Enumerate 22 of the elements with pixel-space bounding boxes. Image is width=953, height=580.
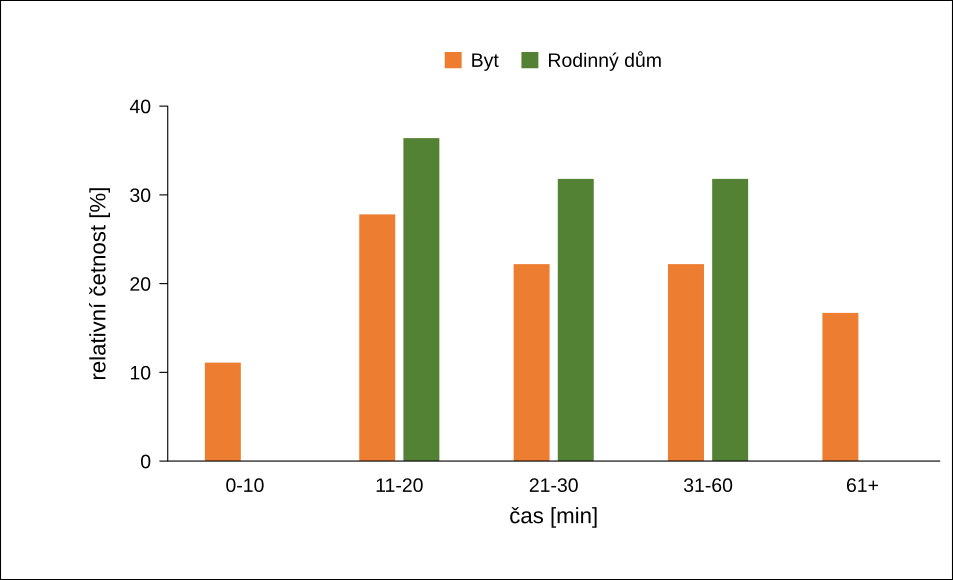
x-tick-label: 21-30 bbox=[530, 478, 578, 492]
bar bbox=[359, 214, 396, 462]
bar bbox=[712, 178, 748, 462]
bar bbox=[558, 178, 594, 462]
x-tick-label: 0-10 bbox=[226, 478, 264, 492]
y-axis-title: relativní četnost [%] bbox=[89, 188, 110, 380]
y-tick-label: 20 bbox=[130, 277, 150, 291]
x-tick-label: 31-60 bbox=[684, 478, 732, 492]
bar bbox=[403, 138, 440, 462]
x-tick-label: 61+ bbox=[846, 478, 878, 492]
y-tick-label: 0 bbox=[141, 454, 150, 468]
y-tick-label: 40 bbox=[130, 100, 150, 114]
bar bbox=[514, 264, 550, 462]
y-tick-label: 30 bbox=[130, 188, 150, 202]
x-tick-label: 11-20 bbox=[376, 478, 423, 492]
bar bbox=[668, 264, 704, 462]
y-tick-label: 10 bbox=[130, 366, 150, 380]
x-axis-title: čas [min] bbox=[510, 507, 597, 528]
bar bbox=[822, 312, 858, 462]
legend-label: Rodinný dům bbox=[549, 51, 661, 71]
bar bbox=[204, 362, 241, 462]
legend-label: Byt bbox=[472, 53, 499, 71]
